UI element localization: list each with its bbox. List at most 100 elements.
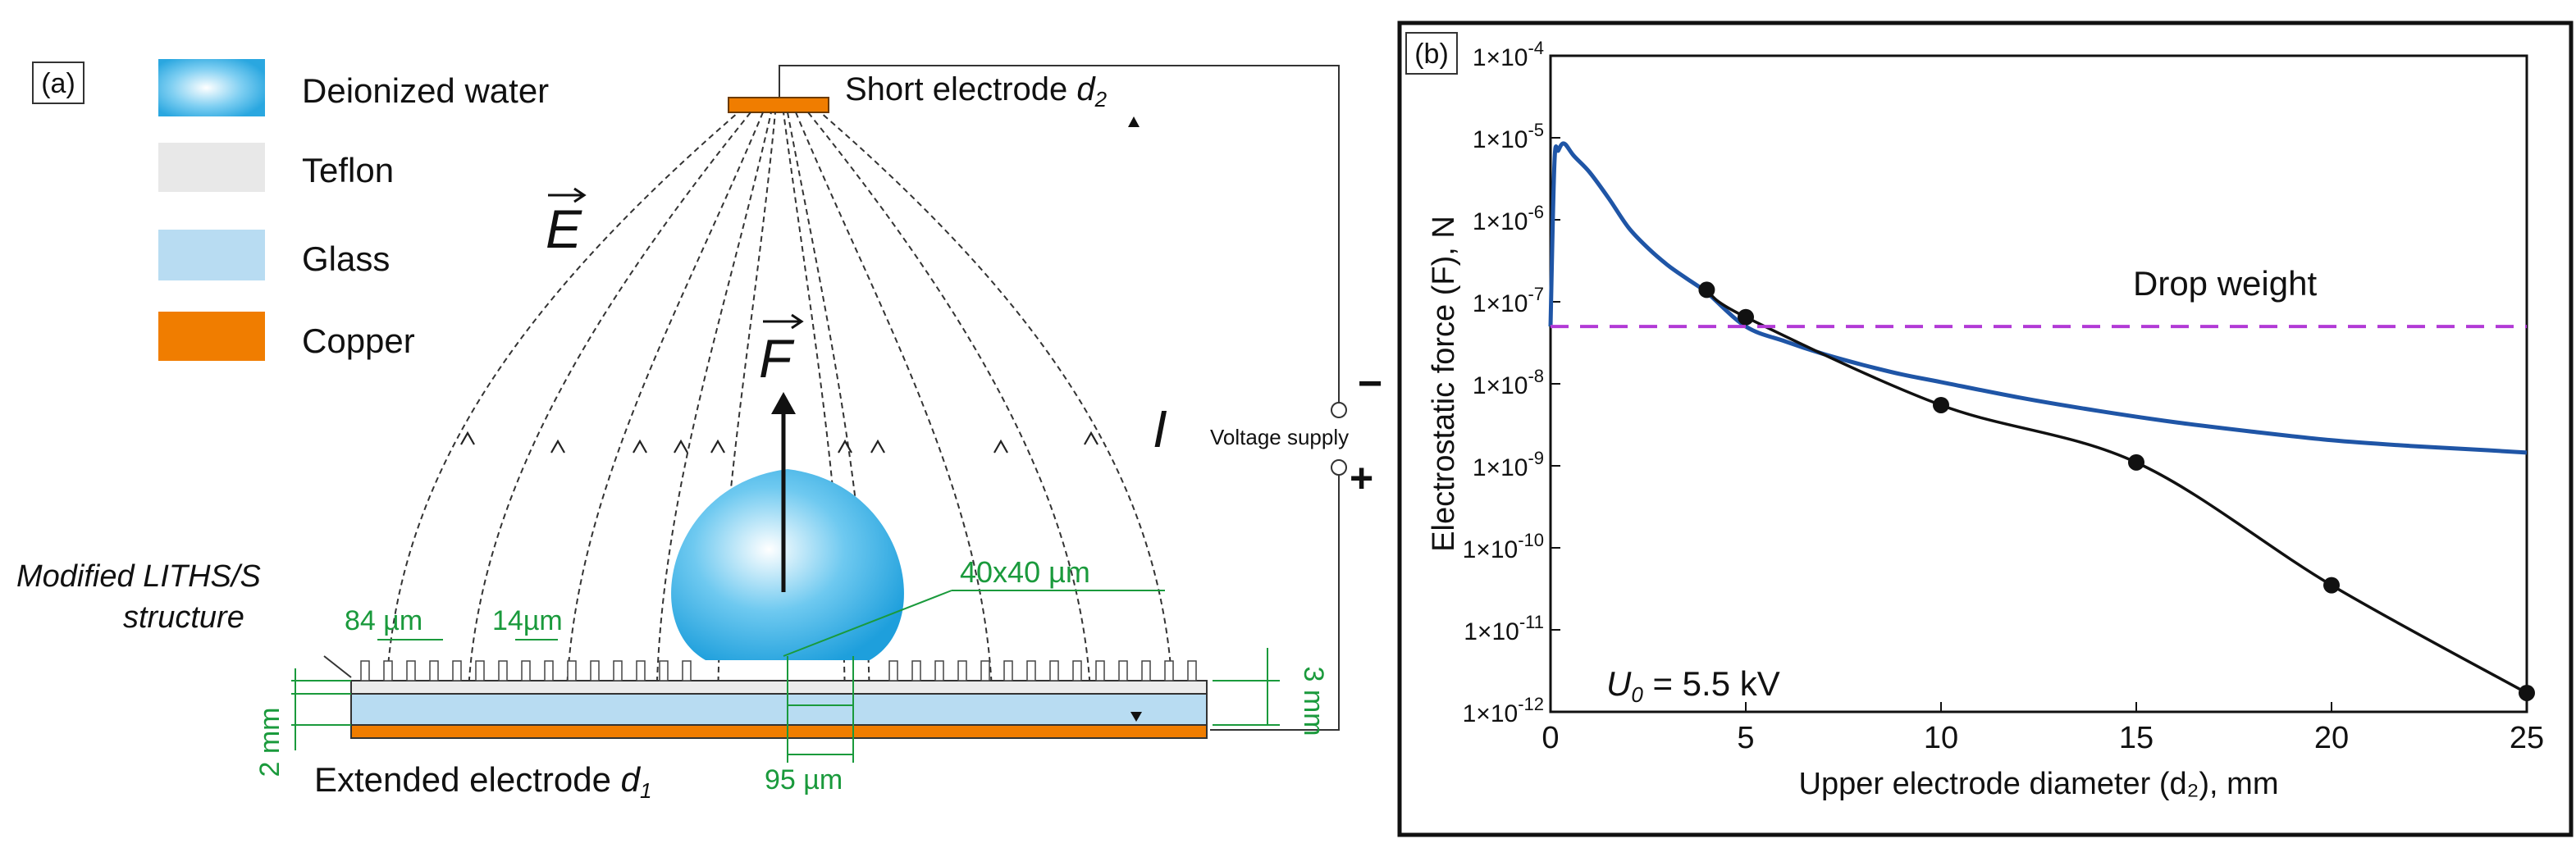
pillar: [452, 660, 462, 681]
pillar: [888, 660, 898, 681]
short-electrode: [728, 97, 829, 113]
field-line: [565, 112, 764, 723]
y-tick-label: 1×10-8: [1473, 366, 1544, 399]
panel-b-chart: (b) 1×10-4 1×10-5 1×10-6 1×10-7 1×10-8 1×10-9…: [1397, 21, 2574, 837]
legend-swatch-water: [158, 59, 265, 116]
structure-label-line2: structure: [123, 600, 244, 635]
data-point: [2323, 577, 2340, 594]
pillar: [1141, 660, 1151, 681]
panel-b-label: (b): [1414, 39, 1449, 70]
field-line: [655, 112, 772, 723]
field-arrow: [674, 439, 688, 454]
current-symbol: I: [1153, 399, 1167, 458]
pillar: [682, 660, 692, 681]
x-tick-label: 10: [1924, 721, 1958, 755]
pillar: [957, 660, 967, 681]
drop-weight-annotation: Drop weight: [2133, 264, 2317, 303]
short-electrode-marker: [1128, 116, 1140, 127]
dimension-lines: [291, 590, 1280, 763]
y-tick-label: 1×10-11: [1464, 612, 1544, 645]
extended-electrode: [350, 724, 1208, 739]
data-point: [1698, 281, 1715, 299]
extended-electrode-marker: [1130, 712, 1142, 722]
voltage-supply-label: Voltage supply: [1210, 425, 1349, 449]
pillar: [613, 660, 623, 681]
field-line: [820, 112, 1174, 723]
panel-a-label-box: [32, 62, 84, 104]
minus-sign: −: [1358, 360, 1382, 408]
pillar: [1118, 660, 1128, 681]
legend-label-teflon: Teflon: [302, 151, 394, 189]
data-point: [2519, 684, 2535, 701]
panel-b: (b) 1×10-4 1×10-5 1×10-6 1×10-7 1×10-8 1×10-9…: [1395, 0, 2576, 853]
wire-bottom: [1210, 467, 1340, 731]
legend: Deionized water Teflon Glass Copper: [158, 59, 549, 361]
dim-2mm: 2 mm: [254, 708, 285, 777]
pillar: [911, 660, 921, 681]
pillar: [567, 660, 577, 681]
x-tick-label: 0: [1541, 721, 1559, 755]
data-point: [1933, 396, 1949, 413]
field-arrow: [993, 439, 1008, 454]
pillar: [1072, 660, 1082, 681]
field-line: [467, 112, 751, 723]
field-line: [385, 112, 739, 723]
glass-layer: [350, 693, 1208, 726]
force-curve-blue: [1548, 141, 2528, 455]
force-vector-bar-head: [791, 313, 804, 330]
pillar: [590, 660, 600, 681]
structure-pointer: [323, 655, 352, 678]
legend-label-copper: Copper: [302, 321, 415, 360]
field-arrow: [870, 439, 885, 454]
field-arrows: [460, 431, 1098, 454]
y-tick-label: 1×10-7: [1473, 284, 1544, 317]
dim-pitch: 84 µm: [345, 605, 422, 636]
extended-electrode-label: Extended electrode d1: [314, 760, 651, 803]
dim-3mm: 3 mm: [1298, 667, 1329, 736]
vector-bar-head: [573, 187, 587, 203]
pillar: [475, 660, 485, 681]
teflon-layer: [350, 680, 1208, 695]
short-electrode-label: Short electrode d2: [845, 71, 1108, 112]
x-tick-label: 25: [2510, 721, 2544, 755]
pillar: [636, 660, 646, 681]
series-layer: [1548, 141, 2535, 701]
field-arrow: [460, 431, 475, 445]
y-axis-label: Electrostatic force (F), N: [1427, 216, 1461, 552]
field-lines: [385, 112, 1174, 723]
x-tick-label: 15: [2119, 721, 2154, 755]
pillar: [521, 660, 531, 681]
pillar: [1095, 660, 1105, 681]
data-point: [1738, 308, 1754, 326]
pillar-array: [360, 660, 1197, 681]
pillar: [1187, 660, 1197, 681]
y-axis-ticks: 1×10-4 1×10-5 1×10-6 1×10-7 1×10-8 1×10-9 1×10…: [1463, 38, 1560, 727]
legend-label-glass: Glass: [302, 239, 390, 278]
y-tick-label: 1×10-5: [1473, 120, 1544, 153]
pillar: [1164, 660, 1174, 681]
x-tick-label: 20: [2314, 721, 2349, 755]
y-tick-label: 1×10-4: [1473, 38, 1544, 71]
y-tick-label: 1×10-6: [1473, 202, 1544, 235]
chart-frame: [1397, 21, 2574, 837]
terminal-plus: [1331, 459, 1347, 476]
dim-pillar-size: 40x40 µm: [960, 555, 1090, 589]
water-droplet: [671, 469, 904, 660]
panel-a: (a) Deionized water Teflon Glass Copper …: [16, 59, 1382, 803]
voltage-annotation: U0 = 5.5 kV: [1606, 664, 1780, 707]
pillar: [383, 660, 393, 681]
data-point: [2128, 454, 2144, 471]
y-tick-label: 1×10-10: [1463, 530, 1544, 563]
y-tick-label: 1×10-12: [1463, 694, 1544, 727]
pillar: [406, 660, 416, 681]
legend-swatch-teflon: [158, 143, 265, 192]
plus-sign: +: [1350, 455, 1373, 501]
force-arrow-head: [771, 392, 796, 414]
pillar: [360, 660, 370, 681]
legend-label-water: Deionized water: [302, 71, 549, 110]
field-arrow: [633, 439, 647, 454]
pillar: [659, 660, 669, 681]
x-axis-label: Upper electrode diameter (d₂), mm: [1799, 767, 2279, 801]
panel-a-diagram: (a) Deionized water Teflon Glass Copper …: [16, 59, 1382, 803]
legend-swatch-copper: [158, 312, 265, 361]
